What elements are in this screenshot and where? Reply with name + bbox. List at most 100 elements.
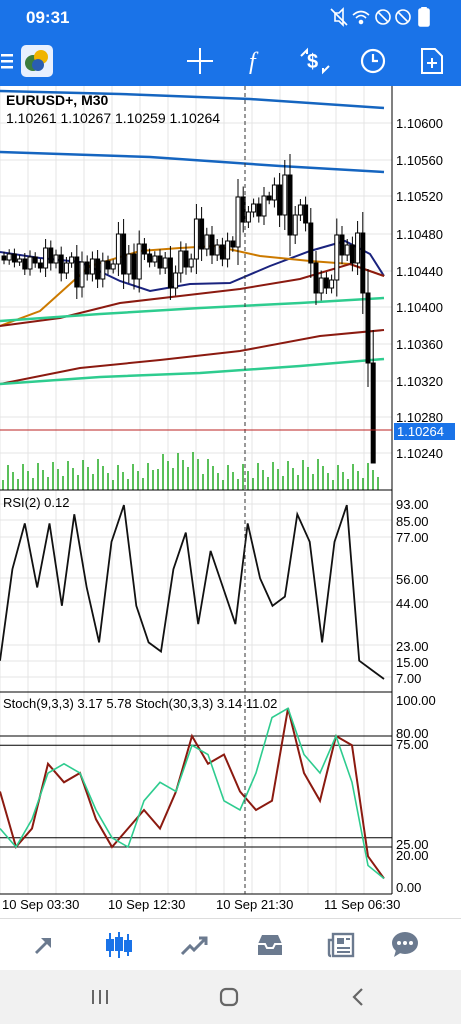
candle-body [349, 244, 355, 264]
candle-body [365, 292, 371, 364]
chat-tab-icon[interactable] [387, 929, 423, 961]
candle-body [245, 211, 251, 223]
candle-body [53, 254, 59, 264]
blocked-icon [395, 9, 411, 25]
price-label: 1.10520 [396, 189, 443, 204]
trade-icon[interactable]: $ [296, 46, 334, 76]
candle-body [178, 250, 184, 274]
history-tab-icon[interactable] [252, 929, 288, 961]
stochastic-panel [0, 707, 392, 880]
rsi-level-label: 85.00 [396, 514, 429, 529]
system-navigation-bar [0, 970, 461, 1024]
candle-body [32, 256, 38, 264]
rsi-level-label: 7.00 [396, 671, 422, 686]
candle-body [69, 256, 75, 264]
do-not-disturb-icon [375, 9, 391, 25]
candle-body [266, 195, 272, 201]
price-label: 1.10600 [396, 116, 443, 131]
ma-green-lower [0, 357, 385, 386]
candle-body [204, 234, 210, 250]
rsi-level-label: 56.00 [396, 572, 429, 587]
news-tab-icon[interactable] [324, 929, 360, 961]
candle-body [95, 258, 101, 280]
candle-body [147, 253, 153, 263]
candle-body [63, 262, 69, 274]
back-icon[interactable] [340, 984, 376, 1010]
stoch-slow-line [0, 707, 385, 880]
status-time: 09:31 [26, 8, 70, 27]
status-icons-group [330, 6, 430, 27]
symbol-title: EURUSD+, M30 [6, 92, 109, 108]
quotes-icon[interactable] [28, 929, 64, 961]
ma-upper-blue [0, 89, 385, 110]
candle-body [27, 256, 33, 270]
rsi-level-label: 23.00 [396, 639, 429, 654]
chart-canvas[interactable] [0, 86, 461, 918]
recent-apps-icon[interactable] [82, 984, 118, 1010]
candle-body [110, 263, 116, 270]
time-label: 10 Sep 03:30 [2, 897, 80, 912]
rsi-level-label: 44.00 [396, 596, 429, 611]
function-icon[interactable]: f [242, 46, 272, 76]
rsi-panel [0, 503, 392, 680]
candle-body [157, 255, 163, 269]
candle-body [89, 258, 95, 275]
moving-averages [0, 89, 385, 386]
app-logo[interactable] [20, 45, 54, 77]
candle-body [131, 253, 137, 280]
trade-tab-icon[interactable] [176, 929, 212, 961]
chart-area[interactable]: EURUSD+, M30 1.10261 1.10267 1.10259 1.1… [0, 86, 461, 918]
rsi-level-label: 93.00 [396, 497, 429, 512]
candle-body [287, 174, 293, 236]
status-bar: 09:31 [0, 0, 461, 36]
candle-body [308, 222, 314, 264]
ohlc-values: 1.10261 1.10267 1.10259 1.10264 [6, 110, 221, 126]
price-label: 1.10280 [396, 410, 443, 425]
menu-icon[interactable] [0, 46, 14, 76]
ma-dark-red [0, 329, 385, 385]
volume-bars [2, 452, 379, 490]
price-label: 1.10480 [396, 227, 443, 242]
candle-body [11, 253, 17, 263]
battery-icon [418, 6, 430, 27]
candles [1, 154, 376, 464]
candle-body [271, 184, 277, 201]
home-icon[interactable] [211, 984, 247, 1010]
stoch-level-label: 20.00 [396, 848, 429, 863]
time-label: 10 Sep 12:30 [108, 897, 186, 912]
chart-toolbar: f $ [0, 36, 461, 86]
candle-body [240, 196, 246, 223]
candle-body [141, 243, 147, 255]
mute-icon [330, 7, 348, 27]
price-label: 1.10360 [396, 337, 443, 352]
ma-green [0, 296, 385, 323]
candle-body [193, 218, 199, 260]
candle-body [17, 258, 23, 263]
clock-icon[interactable] [357, 46, 389, 76]
price-label: 1.10320 [396, 374, 443, 389]
candle-body [334, 234, 340, 281]
crosshair-icon[interactable] [184, 46, 216, 76]
chart-tab-icon[interactable] [101, 929, 137, 961]
price-label: 1.10240 [396, 446, 443, 461]
candle-body [329, 279, 335, 289]
candle-body [235, 196, 241, 248]
candle-body [370, 362, 376, 464]
candle-body [230, 240, 236, 248]
candle-body [303, 204, 309, 224]
price-label: 1.10560 [396, 153, 443, 168]
svg-text:f: f [249, 49, 259, 75]
candle-body [79, 261, 85, 288]
candle-body [167, 257, 173, 289]
candle-body [1, 255, 7, 261]
candle-body [126, 253, 132, 275]
candle-body [251, 203, 257, 213]
candle-body [152, 255, 158, 263]
candle-body [261, 195, 267, 217]
candle-body [6, 253, 12, 261]
candle-body [297, 204, 303, 216]
stoch-level-label: 0.00 [396, 880, 422, 895]
new-document-icon[interactable] [416, 46, 448, 76]
candle-body [162, 257, 168, 269]
candle-body [188, 258, 194, 268]
